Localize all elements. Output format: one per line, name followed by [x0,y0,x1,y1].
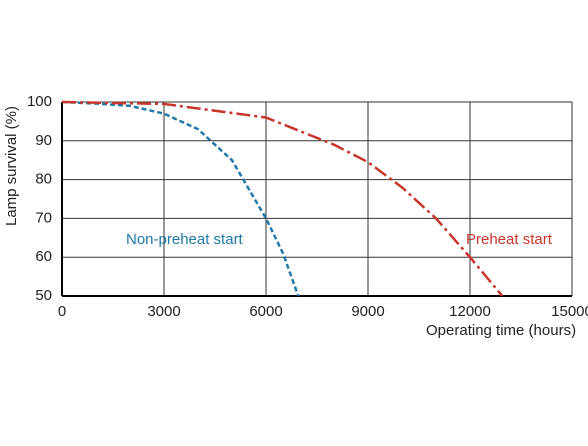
x-tick-label: 3000 [147,303,180,320]
y-tick-label: 80 [35,171,52,188]
x-tick-label: 0 [58,303,66,320]
series-label: Preheat start [466,231,553,248]
line [61,100,504,297]
x-tick-label: 9000 [351,303,384,320]
x-tick-label: 12000 [449,303,491,320]
y-tick-label: 50 [35,287,52,304]
x-axis-label: Operating time (hours) [426,322,576,339]
y-tick-label: 60 [35,248,52,265]
y-tick-label: 100 [27,93,52,110]
y-axis-label: Lamp survival (%) [3,106,20,226]
x-tick-label: 15000 [551,303,588,320]
y-tick-label: 70 [35,209,52,226]
y-tick-label: 90 [35,132,52,149]
x-tick-label: 6000 [249,303,282,320]
series-label: Non-preheat start [126,231,244,248]
line [61,100,300,297]
